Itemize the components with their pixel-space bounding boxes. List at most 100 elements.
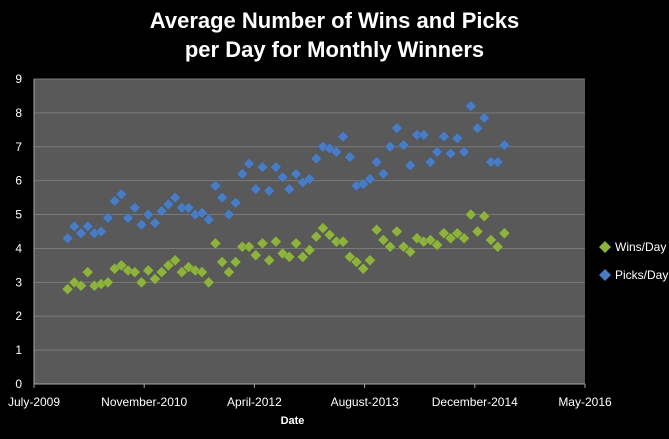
picks-point: [498, 139, 511, 151]
picks-point: [458, 146, 470, 158]
wins-point: [498, 227, 511, 240]
picks-point: [471, 122, 484, 134]
picks-point: [276, 171, 289, 184]
wins-point: [350, 256, 363, 268]
wins-point: [115, 259, 128, 272]
picks-point: [303, 173, 316, 185]
picks-point: [68, 220, 81, 233]
wins-point: [357, 262, 370, 275]
picks-point: [438, 130, 450, 143]
picks-point: [115, 188, 128, 201]
wins-point: [464, 208, 477, 221]
wins-point: [317, 222, 329, 234]
y-tick-label: 1: [15, 343, 22, 357]
picks-point: [135, 218, 148, 231]
picks-point: [357, 178, 370, 190]
picks-point: [337, 130, 349, 143]
wins-point: [478, 210, 491, 223]
picks-point: [256, 161, 269, 173]
wins-point: [370, 223, 383, 236]
x-tick-label: July-2009: [8, 395, 60, 409]
wins-point: [323, 229, 336, 241]
wins-point: [209, 237, 222, 250]
x-tick-label: May-2016: [558, 395, 612, 409]
wins-point: [384, 240, 396, 253]
picks-point: [444, 147, 457, 160]
chart-title: Average Number of Wins and Picks per Day…: [0, 6, 669, 64]
wins-point: [343, 251, 356, 263]
picks-point: [377, 168, 390, 180]
wins-point: [404, 245, 417, 258]
wins-point: [202, 276, 215, 289]
picks-point: [404, 159, 417, 172]
picks-point: [182, 201, 195, 214]
wins-point: [61, 283, 74, 295]
picks-point: [370, 156, 383, 168]
picks-point: [128, 201, 141, 214]
y-tick-label: 3: [15, 275, 22, 289]
wins-point: [196, 266, 208, 279]
picks-point: [169, 191, 181, 204]
wins-point: [391, 225, 403, 238]
wins-point: [438, 227, 450, 240]
wins-point: [451, 227, 464, 240]
picks-point: [102, 212, 114, 224]
picks-point: [155, 205, 168, 218]
wins-point: [458, 232, 470, 245]
axes: 0 1 2 3 4 5 6 7 8 9 July-2009 November-2010 April-20…: [8, 72, 612, 409]
picks-point: [243, 157, 255, 170]
wins-point: [216, 256, 228, 268]
wins-point: [290, 237, 302, 250]
picks-point: [209, 179, 222, 192]
picks-point: [397, 139, 410, 151]
wins-point: [296, 251, 309, 263]
picks-point: [384, 140, 396, 153]
picks-point: [283, 183, 296, 195]
wins-point: [337, 235, 349, 248]
picks-point: [249, 183, 262, 195]
picks-point: [216, 191, 228, 204]
wins-point: [303, 244, 316, 256]
wins-point: [243, 240, 255, 253]
legend: Wins/Day Picks/Day: [598, 233, 668, 289]
legend-label-picks: Picks/Day: [615, 268, 669, 282]
wins-point: [175, 266, 188, 279]
wins-point: [270, 235, 282, 248]
picks-point: [263, 184, 276, 197]
wins-point: [431, 239, 444, 251]
y-tick-label: 6: [15, 174, 22, 188]
picks-point: [364, 173, 376, 185]
x-tick-label: August-2013: [331, 395, 399, 409]
wins-point: [128, 266, 141, 279]
picks-point: [95, 225, 108, 238]
wins-point: [283, 251, 296, 263]
picks-point: [391, 122, 403, 134]
picks-point: [142, 208, 155, 221]
picks-point: [290, 168, 302, 180]
wins-point: [471, 225, 484, 238]
x-tick-label: December-2014: [432, 395, 518, 409]
wins-point: [135, 276, 148, 289]
picks-point: [229, 196, 242, 209]
picks-point: [108, 195, 121, 207]
wins-point: [249, 249, 262, 262]
picks-point: [310, 152, 323, 165]
wins-point: [169, 254, 181, 267]
chart-title-line-1: Average Number of Wins and Picks: [149, 8, 520, 33]
wins-point: [142, 264, 155, 277]
y-tick-label: 0: [15, 377, 22, 391]
picks-point: [431, 146, 444, 158]
legend-marker-picks-icon: [599, 269, 611, 281]
wins-point: [364, 254, 376, 267]
wins-point: [162, 259, 175, 272]
wins-point: [485, 234, 497, 246]
wins-point: [377, 234, 390, 246]
wins-point: [229, 256, 242, 268]
wins-point: [81, 266, 94, 279]
wins-point: [424, 234, 437, 246]
y-tick-label: 7: [15, 140, 22, 154]
picks-point: [149, 217, 161, 229]
legend-item-picks: Picks/Day: [598, 261, 668, 289]
plot-area: [34, 79, 585, 384]
